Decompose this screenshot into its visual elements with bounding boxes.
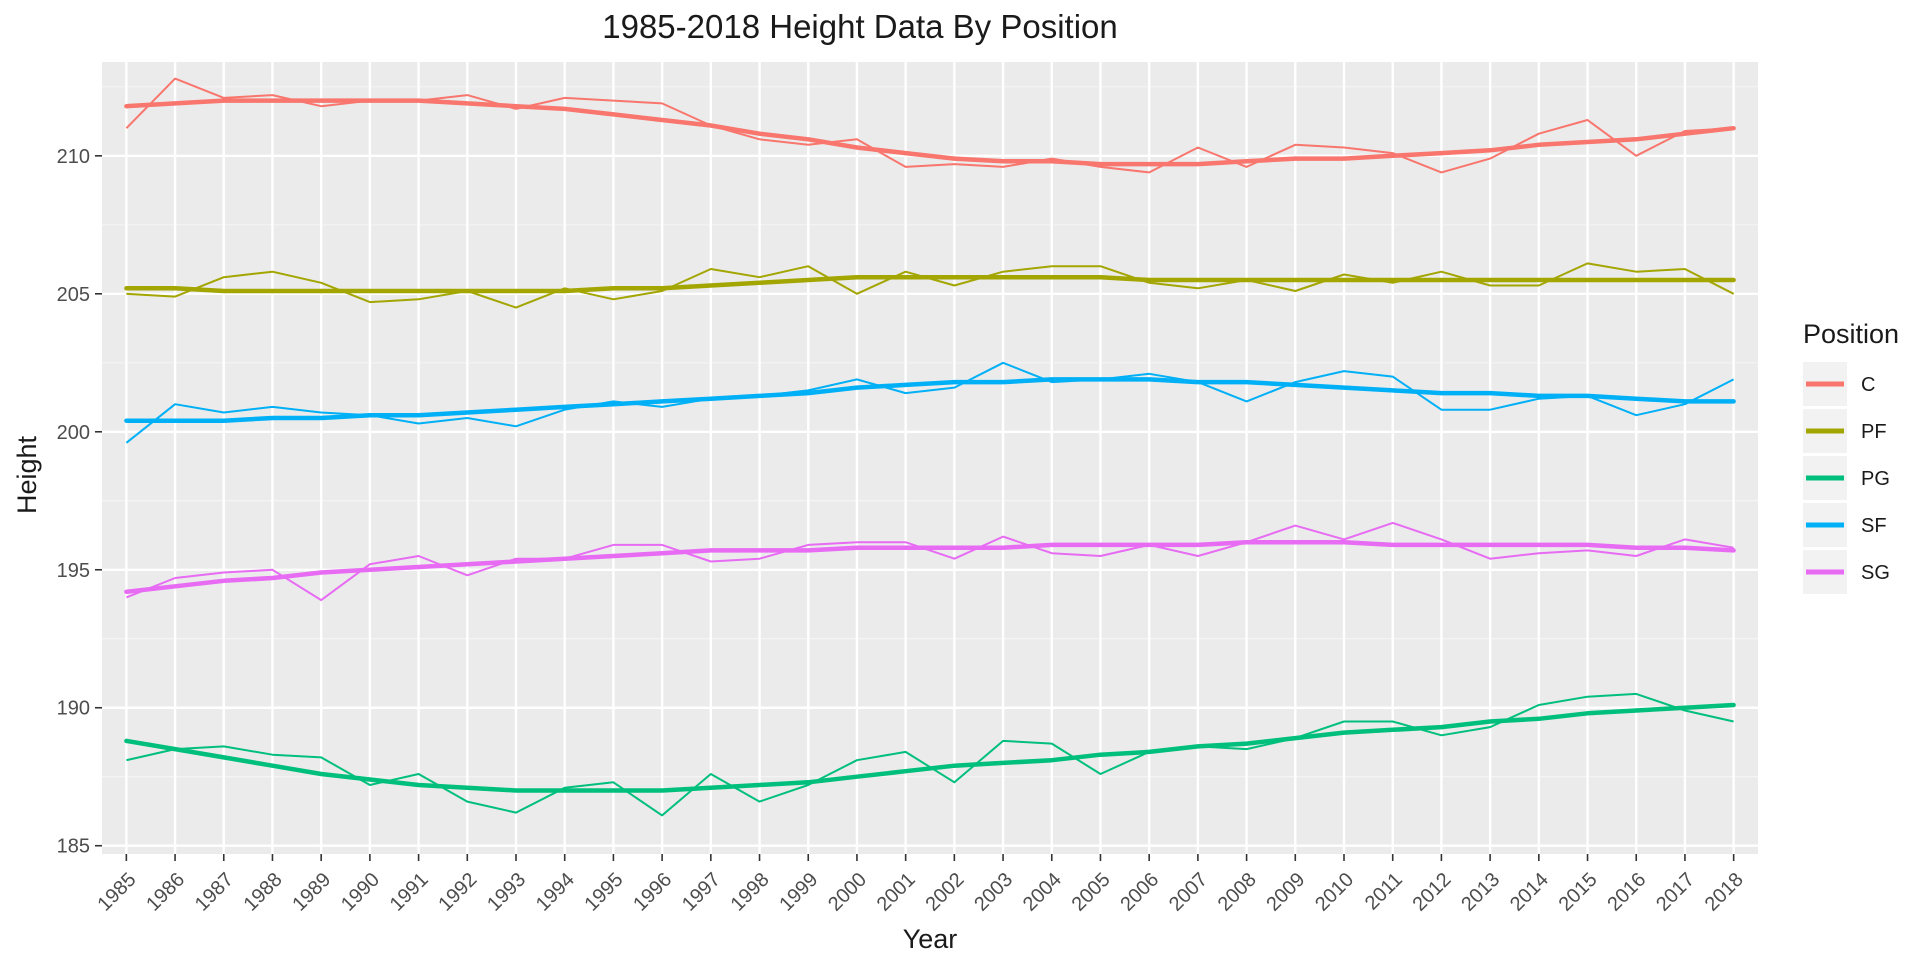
x-tick-label: 1989 (288, 869, 335, 916)
x-tick-label: 2009 (1262, 869, 1309, 916)
legend-label-c: C (1861, 374, 1875, 396)
x-tick-label: 1985 (93, 869, 140, 916)
x-tick-label: 2010 (1311, 869, 1358, 916)
grid-minor (102, 86, 1758, 778)
legend-title: Position (1803, 319, 1899, 349)
series-layer (124, 77, 1736, 817)
plot-panel (102, 62, 1758, 854)
x-tick-label: 1986 (142, 869, 189, 916)
x-tick-label: 1991 (386, 869, 433, 916)
x-tick-label: 2014 (1506, 869, 1553, 916)
x-tick-label: 2003 (970, 869, 1017, 916)
x-tick-label: 2007 (1165, 869, 1212, 916)
chart-title: 1985-2018 Height Data By Position (602, 8, 1118, 45)
x-tick-label: 2001 (873, 869, 920, 916)
y-tick-label: 200 (57, 422, 90, 444)
x-axis-title: Year (903, 924, 958, 954)
x-tick-label: 1997 (678, 869, 725, 916)
x-tick-label: 1996 (629, 869, 676, 916)
y-tick-label: 190 (57, 698, 90, 720)
x-tick-label: 2004 (1019, 869, 1066, 916)
trend-line-sg (124, 539, 1736, 595)
x-tick-label: 2000 (824, 869, 871, 916)
y-tick-label: 205 (57, 284, 90, 306)
trend-line-c (124, 98, 1736, 167)
x-tick-label: 1999 (775, 869, 822, 916)
x-tick-label: 1993 (483, 869, 530, 916)
legend-label-sg: SG (1861, 562, 1890, 584)
x-tick-label: 1988 (240, 869, 287, 916)
x-tick-label: 2002 (921, 869, 968, 916)
trend-line-sf (124, 377, 1736, 423)
series-line-sg (126, 521, 1734, 602)
y-axis-title: Height (12, 435, 42, 514)
legend-label-sf: SF (1861, 515, 1887, 537)
y-axis: 185 190 195 200 205 210 (57, 146, 102, 858)
x-tick-label: 1990 (337, 869, 384, 916)
x-tick-label: 2008 (1214, 869, 1261, 916)
x-tick-label: 2013 (1457, 869, 1504, 916)
x-tick-label: 2006 (1116, 869, 1163, 916)
x-tick-label: 1992 (434, 869, 481, 916)
trend-line-pg (124, 702, 1736, 793)
legend-label-pg: PG (1861, 468, 1890, 490)
x-tick-label: 1994 (532, 869, 579, 916)
trend-line-pf (124, 274, 1736, 294)
x-tick-label: 2018 (1701, 869, 1748, 916)
x-tick-label: 2017 (1652, 869, 1699, 916)
x-tick-label: 2016 (1603, 869, 1650, 916)
x-tick-label: 2012 (1409, 869, 1456, 916)
legend: Position C PF PG SF SG (1803, 319, 1899, 594)
y-tick-label: 185 (57, 836, 90, 858)
x-tick-label: 1998 (727, 869, 774, 916)
x-tick-label: 2015 (1555, 869, 1602, 916)
x-tick-label: 1995 (581, 869, 628, 916)
legend-items: C PF PG SF SG (1803, 362, 1890, 594)
legend-label-pf: PF (1861, 421, 1887, 443)
series-line-sf (125, 361, 1735, 444)
x-tick-label: 2005 (1068, 869, 1115, 916)
y-tick-label: 195 (57, 560, 90, 582)
x-tick-label: 1987 (191, 869, 238, 916)
y-tick-label: 210 (57, 146, 90, 168)
x-tick-label: 2011 (1361, 869, 1407, 915)
x-axis: 1985 1986 1987 1988 1989 1990 1991 1992 1993 1994… (93, 854, 1748, 916)
